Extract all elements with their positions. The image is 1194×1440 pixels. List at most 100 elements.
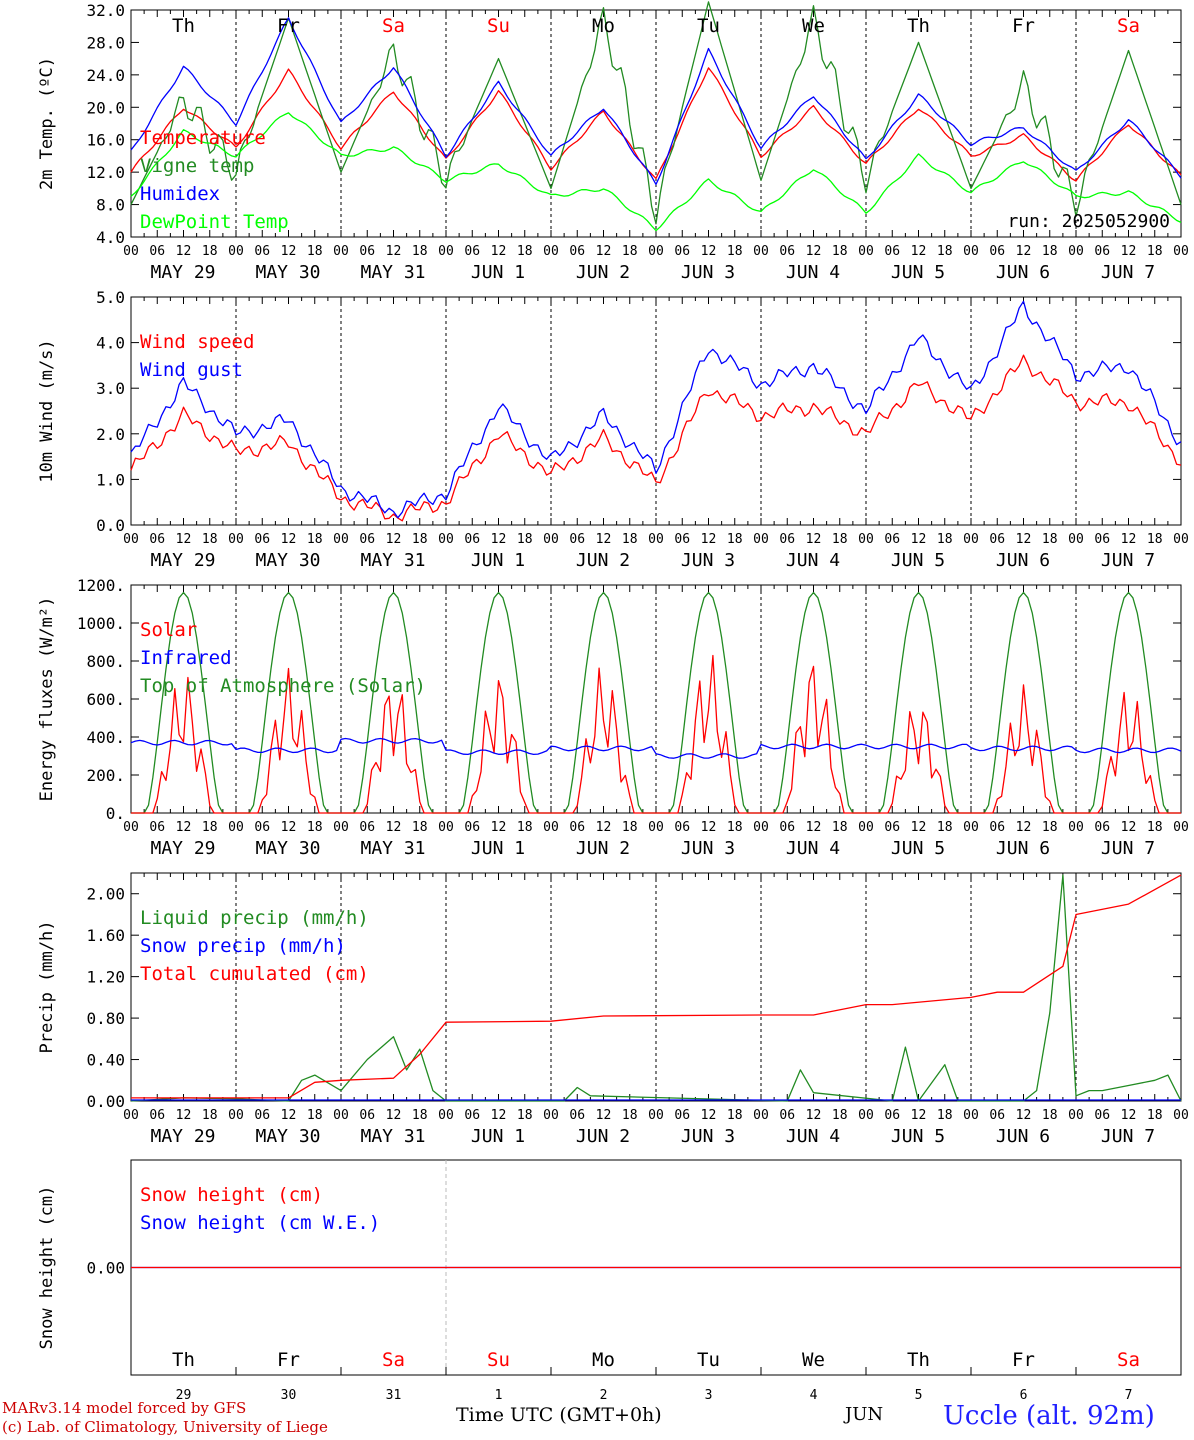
- hour-tick-label: 00: [858, 1108, 874, 1123]
- hour-tick-label: 12: [1121, 820, 1137, 835]
- hour-tick-label: 00: [228, 820, 244, 835]
- hour-tick-label: 12: [281, 244, 297, 259]
- legend-wind-speed: Wind speed: [140, 331, 254, 353]
- hour-tick-label: 18: [1147, 1108, 1163, 1123]
- hour-tick-label: 12: [281, 532, 297, 547]
- y-tick-label: 400.: [86, 728, 125, 747]
- hour-tick-label: 18: [517, 1108, 533, 1123]
- hour-tick-label: 12: [911, 532, 927, 547]
- weekday-label: Fr: [277, 1349, 300, 1371]
- hour-tick-label: 06: [1094, 244, 1110, 259]
- y-tick-label: 5.0: [96, 288, 125, 307]
- hour-tick-label: 12: [1016, 532, 1032, 547]
- hour-tick-label: 00: [963, 1108, 979, 1123]
- panel-3-ylabel: Precip (mm/h): [37, 920, 57, 1053]
- hour-tick-label: 18: [727, 244, 743, 259]
- hour-tick-label: 06: [359, 820, 375, 835]
- legend-snow-height-cm-w-e-: Snow height (cm W.E.): [140, 1212, 380, 1234]
- weekday-label: Su: [487, 1349, 510, 1371]
- hour-tick-label: 06: [1094, 532, 1110, 547]
- date-label: MAY 31: [360, 838, 425, 859]
- hour-tick-label: 00: [753, 1108, 769, 1123]
- weekday-label: Sa: [1117, 1349, 1140, 1371]
- weekday-label: Fr: [1012, 15, 1035, 37]
- hour-tick-label: 18: [1147, 820, 1163, 835]
- hour-tick-label: 06: [779, 532, 795, 547]
- hour-tick-label: 00: [1173, 532, 1189, 547]
- hour-tick-label: 18: [832, 820, 848, 835]
- hour-tick-label: 06: [254, 1108, 270, 1123]
- hour-tick-label: 18: [1147, 532, 1163, 547]
- hour-tick-label: 00: [438, 1108, 454, 1123]
- hour-tick-label: 06: [569, 532, 585, 547]
- date-label: JUN 1: [471, 550, 525, 571]
- day-number-label: 7: [1125, 1388, 1133, 1403]
- date-label: JUN 4: [786, 1126, 840, 1147]
- date-label: MAY 30: [255, 1126, 320, 1147]
- hour-tick-label: 06: [149, 244, 165, 259]
- y-tick-label: 0.80: [86, 1009, 125, 1028]
- date-label: JUN 3: [681, 262, 735, 283]
- weekday-label: Sa: [1117, 15, 1140, 37]
- hour-tick-label: 06: [674, 532, 690, 547]
- hour-tick-label: 06: [674, 820, 690, 835]
- hour-tick-label: 00: [123, 244, 139, 259]
- date-label: MAY 30: [255, 838, 320, 859]
- date-label: JUN 7: [1101, 838, 1155, 859]
- hour-tick-label: 18: [412, 1108, 428, 1123]
- weekday-label: We: [802, 1349, 825, 1371]
- day-number-label: 5: [915, 1388, 923, 1403]
- weekday-label: Fr: [277, 15, 300, 37]
- hour-tick-label: 00: [753, 244, 769, 259]
- hour-tick-label: 06: [569, 244, 585, 259]
- y-tick-label: 16.0: [86, 131, 125, 150]
- hour-tick-label: 06: [569, 1108, 585, 1123]
- hour-tick-label: 06: [674, 244, 690, 259]
- hour-tick-label: 00: [123, 820, 139, 835]
- model-credit: MARv3.14 model forced by GFS (c) Lab. of…: [2, 1399, 328, 1437]
- hour-tick-label: 06: [254, 532, 270, 547]
- date-label: JUN 4: [786, 262, 840, 283]
- weekday-label: Tu: [697, 15, 720, 37]
- legend-snow-precip-mm-h-: Snow precip (mm/h): [140, 935, 346, 957]
- hour-tick-label: 06: [884, 244, 900, 259]
- hour-tick-label: 00: [1068, 1108, 1084, 1123]
- series-line-wind-speed: [130, 354, 1182, 522]
- hour-tick-label: 12: [806, 532, 822, 547]
- hour-tick-label: 18: [517, 532, 533, 547]
- day-number-label: 30: [281, 1388, 297, 1403]
- hour-tick-label: 00: [228, 532, 244, 547]
- hour-tick-label: 00: [123, 532, 139, 547]
- hour-tick-label: 06: [464, 244, 480, 259]
- hour-tick-label: 06: [674, 1108, 690, 1123]
- hour-tick-label: 18: [307, 244, 323, 259]
- hour-tick-label: 18: [622, 1108, 638, 1123]
- weekday-label: Sa: [382, 1349, 405, 1371]
- run-label: run: 2025052900: [1007, 211, 1170, 232]
- legend-liquid-precip-mm-h-: Liquid precip (mm/h): [140, 907, 369, 929]
- hour-tick-label: 18: [202, 820, 218, 835]
- hour-tick-label: 18: [307, 532, 323, 547]
- hour-tick-label: 18: [727, 820, 743, 835]
- day-number-label: 3: [705, 1388, 713, 1403]
- y-tick-label: 24.0: [86, 66, 125, 85]
- date-label: JUN 6: [996, 550, 1050, 571]
- series-line-wind-gust: [130, 300, 1182, 519]
- day-number-label: 6: [1020, 1388, 1028, 1403]
- hour-tick-label: 12: [806, 820, 822, 835]
- credit-line-2: (c) Lab. of Climatology, University of L…: [2, 1418, 328, 1436]
- hour-tick-label: 00: [438, 820, 454, 835]
- hour-tick-label: 12: [176, 820, 192, 835]
- hour-tick-label: 18: [937, 532, 953, 547]
- y-tick-label: 0.0: [96, 516, 125, 535]
- hour-tick-label: 06: [884, 532, 900, 547]
- date-label: JUN 3: [681, 1126, 735, 1147]
- hour-tick-label: 12: [1121, 1108, 1137, 1123]
- legend-snow-height-cm-: Snow height (cm): [140, 1184, 323, 1206]
- legend-temperature: Temperature: [140, 127, 266, 149]
- hour-tick-label: 12: [1016, 244, 1032, 259]
- hour-tick-label: 00: [123, 1108, 139, 1123]
- hour-tick-label: 12: [386, 532, 402, 547]
- date-label: JUN 2: [576, 838, 630, 859]
- hour-tick-label: 12: [806, 1108, 822, 1123]
